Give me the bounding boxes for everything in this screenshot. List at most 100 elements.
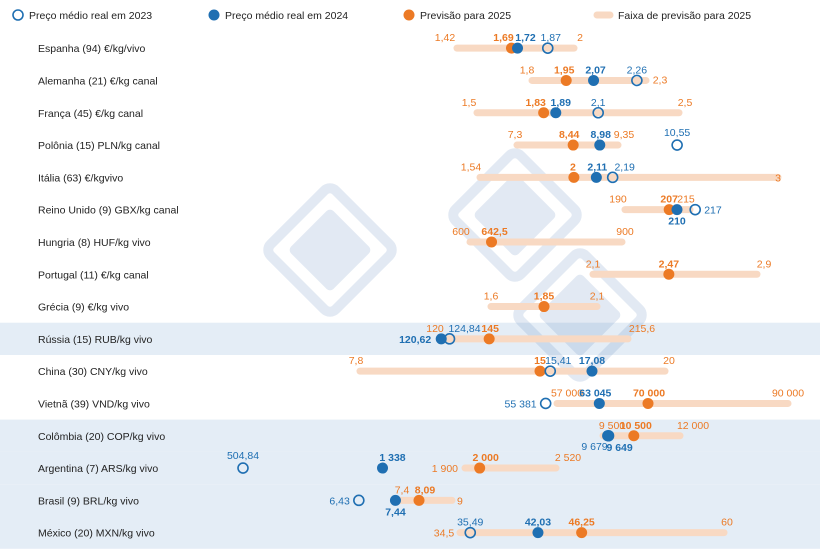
chart-row: China (30) CNY/kg vivo 7,8 20 15 17,08 15,41 — [38, 355, 675, 378]
value-label-real2024: 2,07 — [585, 64, 606, 76]
chart-row: México (20) MXN/kg vivo 34,5 60 46,25 42,03 3… — [38, 517, 733, 540]
value-label-range-min: 7,3 — [508, 129, 523, 141]
value-label-real2024: 7,44 — [385, 506, 406, 518]
value-label-range-min: 190 — [609, 194, 627, 206]
value-label-range-max: 215 — [677, 194, 695, 206]
value-label-prev2025: 1,83 — [525, 97, 546, 109]
chart-row: Portugal (11) €/kg canal 2,1 2,9 2,47 — [38, 258, 771, 281]
value-label-range-max: 900 — [616, 226, 634, 238]
value-label-range-min: 7,8 — [349, 355, 364, 367]
real-2024-dot — [532, 527, 544, 539]
real-2024-dot — [588, 74, 600, 86]
real-2023-circle — [592, 106, 605, 119]
real-2024-dot — [550, 107, 562, 119]
legend-label: Faixa de previsão para 2025 — [618, 10, 751, 22]
real-2023-circle — [631, 74, 643, 87]
forecast-2025-dot — [560, 74, 572, 86]
legend-marker-orange-dot — [403, 9, 415, 21]
value-label-real2023: 15,41 — [545, 355, 571, 367]
value-label-range-max: 2 520 — [555, 452, 581, 464]
value-label-real2023: 55 381 — [505, 398, 537, 410]
forecast-2025-dot — [534, 365, 546, 377]
chart-row: Brasil (9) BRL/kg vivo 7,4 9 8,09 7,44 6,43 — [38, 484, 463, 518]
value-label-real2023: 504,84 — [227, 450, 259, 462]
value-label-range-min: 34,5 — [434, 528, 455, 540]
country-label: Alemanha (21) €/kg canal — [38, 75, 158, 87]
real-2024-dot — [389, 494, 401, 506]
value-label-range-max: 2 — [577, 32, 583, 44]
legend-label: Preço médio real em 2024 — [225, 10, 348, 22]
value-label-prev2025: 8,09 — [415, 484, 436, 496]
real-2023-circle — [443, 333, 456, 345]
value-label-range-max: 9,35 — [614, 129, 635, 141]
country-label: França (45) €/kg canal — [38, 108, 143, 120]
value-label-prev2025: 145 — [481, 323, 499, 335]
value-label-range-min: 1,8 — [520, 64, 535, 76]
value-label-range-max: 2,3 — [653, 74, 668, 86]
legend-item-real2024: Preço médio real em 2024 — [208, 9, 348, 22]
value-label-range-min: 2,1 — [586, 258, 601, 270]
forecast-2025-dot — [576, 527, 588, 539]
forecast-2025-dot — [663, 204, 675, 216]
watermark-diamond — [513, 248, 647, 382]
value-label-range-max: 3 — [775, 172, 781, 184]
value-label-real2024: 42,03 — [525, 517, 551, 529]
value-label-real2023: 2,26 — [627, 64, 648, 76]
value-label-prev2025: 2 — [570, 161, 576, 173]
chart-row: Rússia (15) RUB/kg vivo 120 215,6 145 120,62… — [38, 323, 655, 346]
legend-label: Preço médio real em 2023 — [29, 10, 152, 22]
chart-row: Vietnã (39) VND/kg vivo 57 000 90 000 70 00… — [38, 387, 804, 410]
highlight-band-row — [0, 451, 820, 485]
legend-marker-blue-dot — [208, 9, 220, 21]
value-label-real2024: 63 045 — [579, 387, 611, 399]
chart-row: Argentina (7) ARS/kg vivo 1 900 2 520 2 000… — [38, 450, 581, 475]
real-2023-circle — [671, 139, 683, 151]
value-label-prev2025: 8,44 — [559, 129, 580, 141]
watermark-diamond — [448, 148, 582, 282]
value-label-range-max: 215,6 — [629, 323, 655, 335]
real-2023-circle — [464, 526, 477, 539]
real-2024-dot — [593, 397, 605, 409]
value-label-range-min: 1,42 — [435, 32, 456, 44]
value-label-real2023: 2,1 — [591, 97, 606, 109]
real-2024-dot — [377, 462, 389, 474]
country-label: Hungria (8) HUF/kg vivo — [38, 237, 151, 249]
forecast-2025-dot — [628, 430, 640, 442]
chart-row: Colômbia (20) COP/kg vivo 9 500 12 000 10 5… — [38, 420, 709, 454]
value-label-range-min: 1,54 — [461, 161, 482, 173]
country-label: China (30) CNY/kg vivo — [38, 366, 148, 378]
highlight-band-row — [0, 322, 820, 355]
value-label-range-min: 1 900 — [432, 463, 458, 475]
chart-row: Polônia (15) PLN/kg canal 7,3 9,35 8,44 8,98… — [38, 127, 690, 152]
forecast-2025-dot — [663, 268, 675, 280]
legend-marker-open-circle — [12, 9, 24, 21]
real-2023-circle — [539, 397, 552, 410]
value-label-range-max: 2,1 — [590, 291, 605, 303]
country-label: Brasil (9) BRL/kg vivo — [38, 495, 139, 507]
forecast-2025-dot — [538, 107, 550, 119]
value-label-range-min: 120 — [426, 323, 444, 335]
value-label-real2023: 6,43 — [329, 495, 350, 507]
real-2024-dot — [586, 365, 598, 377]
real-2023-circle — [602, 429, 615, 442]
legend-label: Previsão para 2025 — [420, 10, 511, 22]
legend-item-range2025: Faixa de previsão para 2025 — [593, 10, 751, 22]
value-label-prev2025: 1,95 — [554, 64, 575, 76]
value-label-real2024: 9 649 — [606, 442, 632, 454]
value-label-real2024: 120,62 — [399, 334, 431, 346]
real-2024-dot — [590, 171, 602, 183]
value-label-real2023: 124,84 — [448, 323, 480, 335]
forecast-2025-dot — [413, 494, 425, 506]
value-label-real2024: 210 — [668, 216, 686, 228]
country-label: Grécia (9) €/kg vivo — [38, 302, 129, 314]
real-2024-dot — [671, 204, 683, 216]
chart-row: Hungria (8) HUF/kg vivo 600 900 642,5 — [38, 226, 634, 249]
forecast-2025-dot — [568, 171, 580, 183]
country-label: Rússia (15) RUB/kg vivo — [38, 334, 153, 346]
real-2024-dot — [435, 333, 447, 345]
value-label-range-min: 600 — [452, 226, 470, 238]
value-label-prev2025: 46,25 — [569, 517, 595, 529]
